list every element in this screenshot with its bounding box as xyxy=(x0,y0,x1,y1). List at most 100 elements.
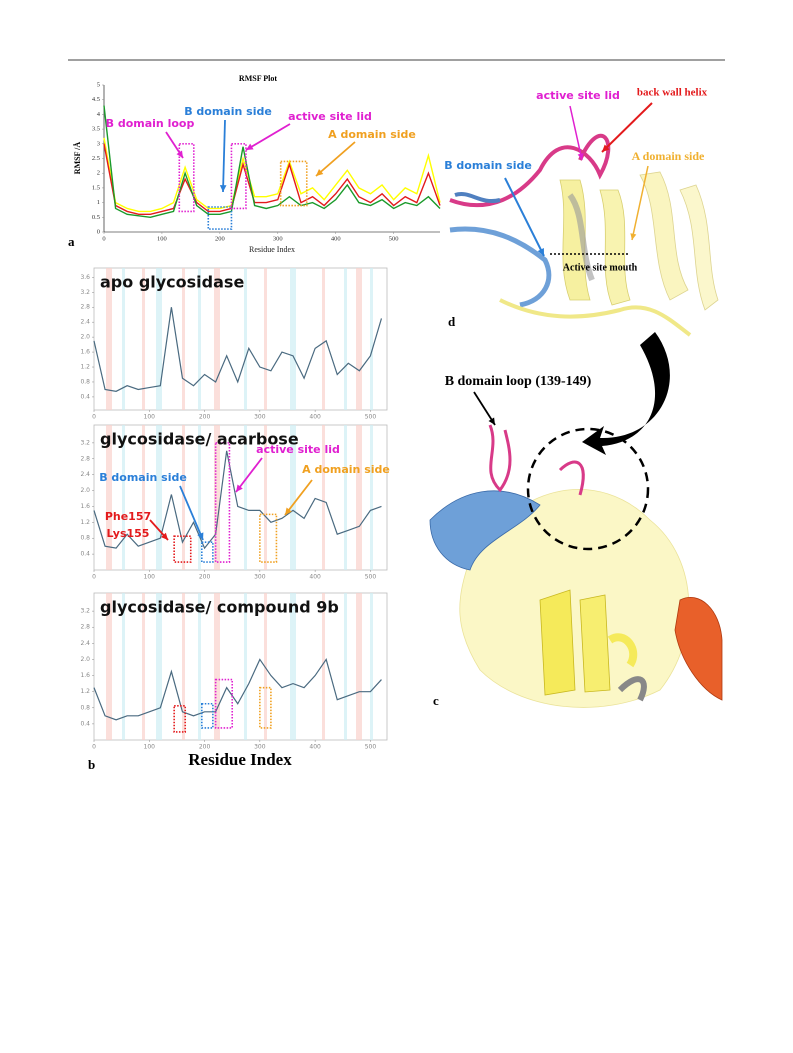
x-tick-label: 300 xyxy=(254,414,266,421)
arrow-shaft xyxy=(315,141,356,177)
arrow-head xyxy=(630,233,637,240)
highlight-box xyxy=(214,678,234,729)
y-tick-label: 1.6 xyxy=(80,503,90,510)
x-axis-label: Residue Index xyxy=(249,245,295,254)
highlight-box xyxy=(201,702,214,729)
structure-band xyxy=(370,425,373,570)
annotation: B domain loop xyxy=(106,117,195,130)
arrow-head xyxy=(488,417,495,425)
y-tick-label: 1 xyxy=(97,199,100,206)
highlight-box xyxy=(201,541,214,563)
y-tick-label: 1.2 xyxy=(80,364,90,371)
y-tick-label: 3.6 xyxy=(80,274,90,281)
rmsf-line xyxy=(103,137,441,213)
y-tick-label: 1.2 xyxy=(80,519,90,526)
arrow-shaft xyxy=(284,479,313,516)
structure-band xyxy=(290,268,296,410)
structure-band xyxy=(214,425,220,570)
annotation: Lys155 xyxy=(107,527,150,540)
highlight-box xyxy=(230,143,247,210)
structure-band xyxy=(344,425,347,570)
structure-band xyxy=(142,425,145,570)
x-tick-label: 500 xyxy=(389,235,399,242)
rmsf-line xyxy=(93,307,383,392)
x-tick-label: 100 xyxy=(144,414,156,421)
structure-band xyxy=(370,268,373,410)
chart-title: glycosidase/ acarbose xyxy=(100,430,299,449)
highlight-box xyxy=(207,206,233,230)
x-tick-label: 0 xyxy=(92,574,96,581)
structure-band xyxy=(356,268,362,410)
structure-band xyxy=(322,268,325,410)
arrow-head xyxy=(602,144,610,152)
annotation: A domain side xyxy=(328,128,416,141)
arrow-shaft xyxy=(631,165,649,241)
highlight-box xyxy=(259,686,272,729)
y-tick-label: 0.4 xyxy=(80,393,90,400)
annotation: B domain side xyxy=(99,471,187,484)
x-tick-label: 100 xyxy=(144,744,156,751)
x-tick-label: 300 xyxy=(254,574,266,581)
y-tick-label: 2.0 xyxy=(80,334,90,341)
highlight-box xyxy=(214,442,231,563)
x-tick-label: 500 xyxy=(365,744,377,751)
y-tick-label: 0.8 xyxy=(80,535,90,542)
annotation: active site lid xyxy=(288,110,372,123)
arrow-shaft xyxy=(245,123,291,151)
annotation: A domain side xyxy=(302,463,390,476)
x-tick-label: 200 xyxy=(215,235,225,242)
structure-label: Active site mouth xyxy=(563,262,638,273)
arrow-shaft xyxy=(235,457,263,493)
structure-band xyxy=(214,268,220,410)
structure-band xyxy=(290,425,296,570)
structure-c xyxy=(429,332,723,708)
y-axis-label: RMSF /Å xyxy=(73,142,82,175)
structure-d xyxy=(449,133,719,337)
structure-band xyxy=(356,425,362,570)
y-tick-label: 0 xyxy=(97,228,100,235)
structure-band xyxy=(244,268,247,410)
arrow-head xyxy=(285,507,292,515)
rmsf-line xyxy=(103,105,441,219)
structure-band xyxy=(106,425,112,570)
structure-band xyxy=(198,268,201,410)
structure-band xyxy=(122,268,125,410)
structure-band xyxy=(290,593,296,740)
rmsf-line xyxy=(93,658,382,721)
highlight-box xyxy=(178,143,195,213)
structure-label: back wall helix xyxy=(637,87,708,99)
x-tick-label: 0 xyxy=(102,235,105,242)
structure-band xyxy=(244,593,247,740)
panel-label: b xyxy=(88,757,95,772)
structure-band xyxy=(156,425,162,570)
structure-band xyxy=(264,593,267,740)
y-tick-label: 3.2 xyxy=(80,608,90,615)
y-tick-label: 2 xyxy=(97,170,100,177)
x-tick-label: 200 xyxy=(199,574,211,581)
structure-band xyxy=(182,425,185,570)
x-tick-label: 500 xyxy=(365,414,377,421)
x-tick-label: 200 xyxy=(199,414,211,421)
structure-band xyxy=(244,425,247,570)
chart-title: apo glycosidase xyxy=(100,273,244,292)
y-tick-label: 0.4 xyxy=(80,720,90,727)
y-tick-label: 4 xyxy=(97,111,101,118)
y-tick-label: 2.8 xyxy=(80,304,90,311)
arrow-head xyxy=(577,153,584,160)
highlight-box xyxy=(173,704,187,733)
arrow-head xyxy=(236,484,243,492)
x-tick-label: 300 xyxy=(273,235,283,242)
structure-label: B domain loop (139-149) xyxy=(445,374,592,389)
rmsf-line xyxy=(93,450,382,550)
arrow-head xyxy=(246,143,254,150)
structure-band xyxy=(156,593,162,740)
arrow-head xyxy=(537,248,544,256)
structure-label: B domain side xyxy=(444,159,532,172)
y-tick-label: 3.5 xyxy=(92,126,100,133)
y-tick-label: 1.2 xyxy=(80,688,90,695)
arrow-head xyxy=(160,532,168,540)
structure-band xyxy=(322,593,325,740)
x-tick-label: 100 xyxy=(157,235,167,242)
arrow-head xyxy=(219,185,227,192)
